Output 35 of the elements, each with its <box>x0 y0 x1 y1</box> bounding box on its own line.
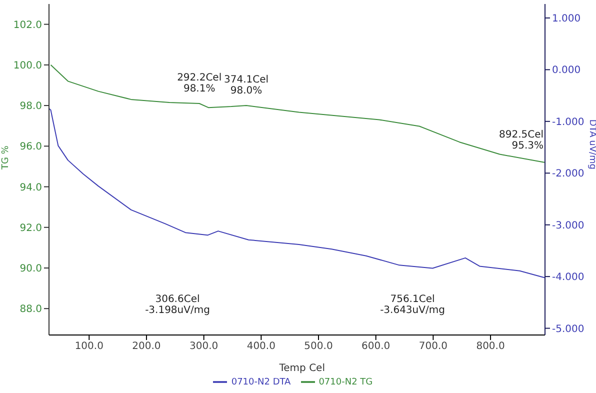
y2-tick-label: -2.000 <box>552 168 584 180</box>
x-tick-label: 700.0 <box>418 341 448 352</box>
x-tick-label: 600.0 <box>362 341 390 352</box>
annotation: 292.2Cel 98.1% <box>177 72 222 95</box>
annotation: 756.1Cel -3.643uV/mg <box>380 294 445 316</box>
y-tick-label: 96.0 <box>20 142 42 153</box>
y-tick-label: 90.0 <box>20 264 42 275</box>
x-tick-label: 400.0 <box>246 341 276 352</box>
x-tick-label: 100.0 <box>74 341 104 352</box>
y-tick-label: 88.0 <box>20 304 42 316</box>
x-axis-title: Temp Cel <box>278 363 325 374</box>
x-tick-label: 500.0 <box>304 341 333 352</box>
y2-tick-label: -4.000 <box>552 272 584 284</box>
y2-axis-title: DTA uV/mg <box>586 119 596 170</box>
y-tick-label: 94.0 <box>20 182 42 194</box>
y2-tick-label: -3.000 <box>552 220 584 232</box>
legend-label: 0710-N2 DTA <box>231 377 291 388</box>
y2-tick-label: 1.000 <box>552 14 581 25</box>
y2-tick-label: 0.000 <box>552 65 581 76</box>
x-tick-label: 300.0 <box>190 341 218 352</box>
y2-tick-label: -5.000 <box>552 324 584 335</box>
annotation: 374.1Cel 98.0% <box>224 74 269 97</box>
y-tick-label: 102.0 <box>13 20 42 31</box>
y-tick-label: 98.0 <box>20 101 42 112</box>
line-series <box>49 108 545 278</box>
y2-tick-label: -1.000 <box>552 116 584 128</box>
x-tick-label: 200.0 <box>132 341 161 352</box>
annotation: 306.6Cel -3.198uV/mg <box>145 294 210 316</box>
annotation: 892.5Cel 95.3% <box>499 129 544 152</box>
y-tick-label: 92.0 <box>20 222 42 234</box>
y-axis-title: TG % <box>1 145 12 170</box>
y-tick-label: 100.0 <box>13 60 42 72</box>
line-series <box>50 64 545 163</box>
x-tick-label: 800.0 <box>476 341 505 352</box>
legend-label: 0710-N2 TG <box>318 377 373 388</box>
